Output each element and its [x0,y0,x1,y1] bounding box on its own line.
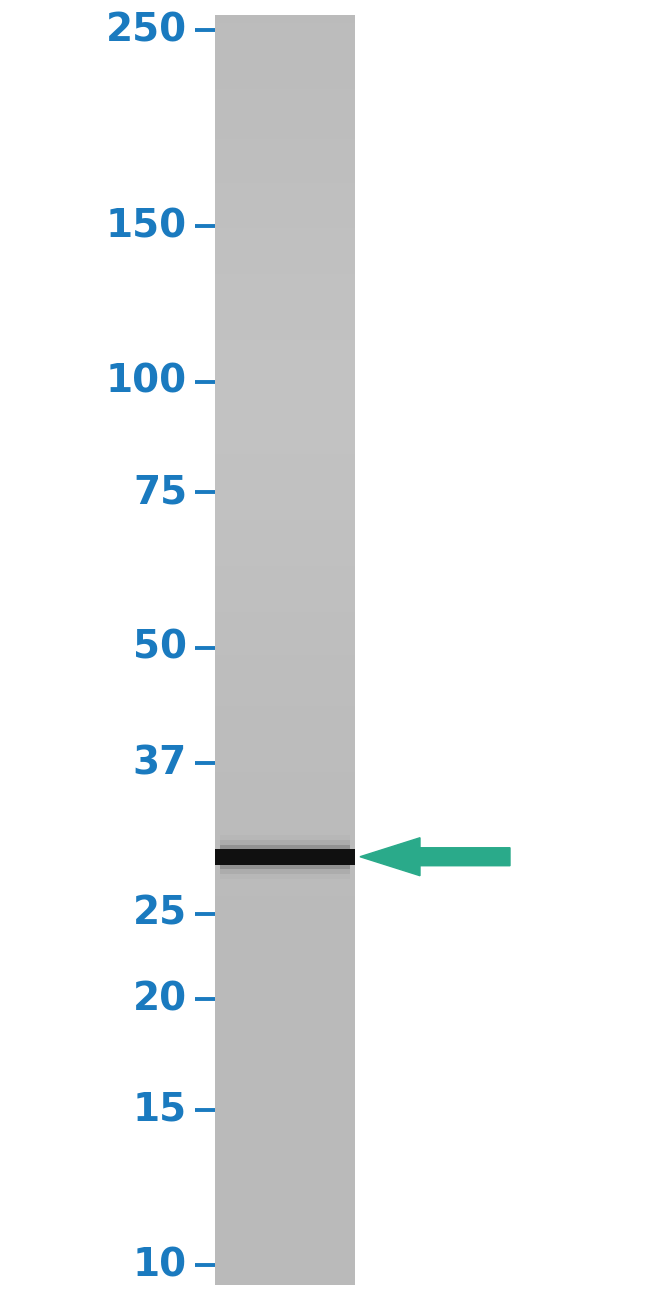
FancyArrow shape [360,837,510,876]
Text: 25: 25 [133,894,187,932]
Text: 250: 250 [106,12,187,49]
Text: 50: 50 [133,629,187,667]
Bar [220,835,350,879]
Text: 75: 75 [133,473,187,511]
Text: 150: 150 [106,207,187,246]
Text: 15: 15 [133,1091,187,1128]
Text: 10: 10 [133,1247,187,1284]
Text: 100: 100 [106,363,187,400]
Text: 37: 37 [133,744,187,783]
Bar [220,845,350,868]
Bar [215,849,355,864]
Text: 20: 20 [133,980,187,1018]
Bar [220,840,350,874]
